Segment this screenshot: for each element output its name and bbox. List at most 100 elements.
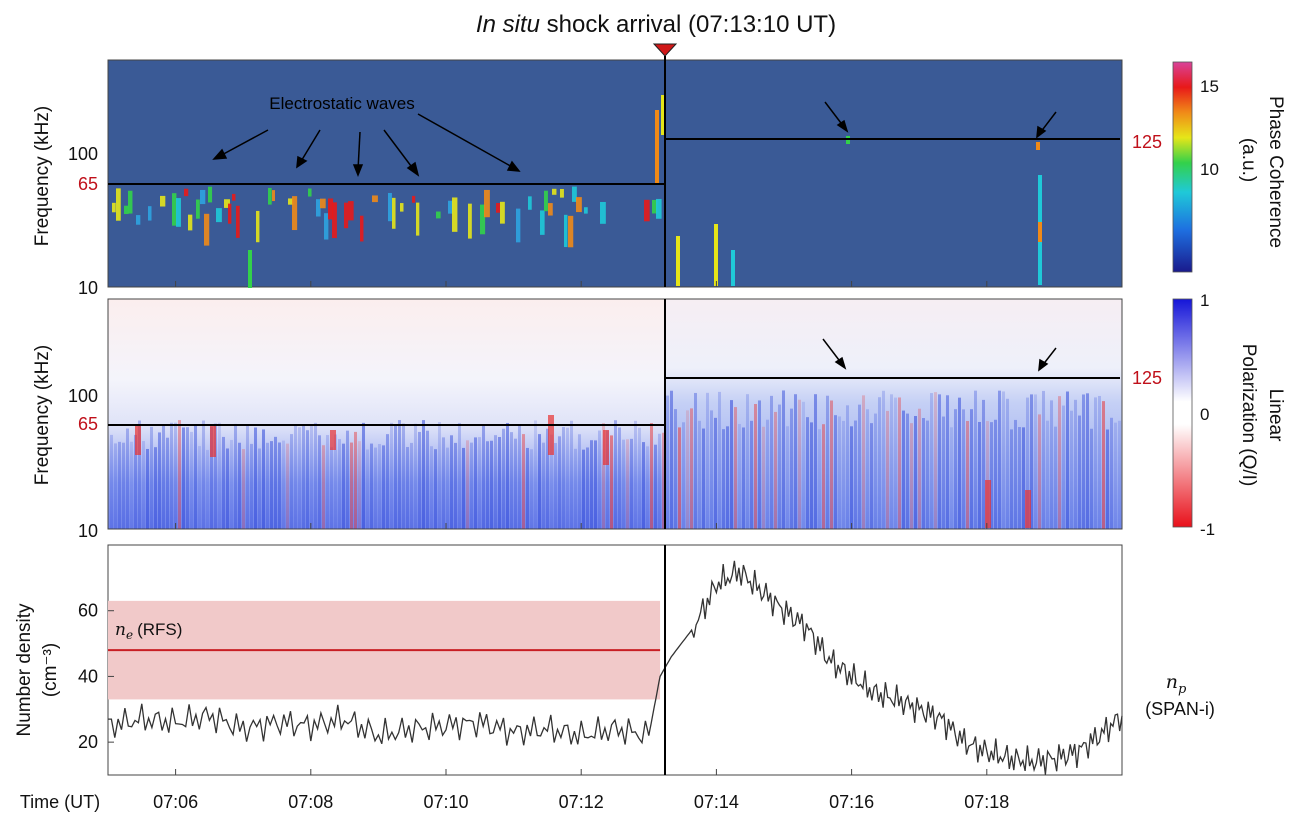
polarization-streak <box>1034 394 1037 529</box>
arrowhead-3 <box>352 164 364 178</box>
shock-arrival-marker <box>652 43 678 57</box>
polarization-streak <box>930 393 933 529</box>
polarization-red-streak <box>330 430 336 450</box>
panel1-ytick-100: 100 <box>68 144 98 164</box>
polarization-streak <box>226 448 229 529</box>
polarization-streak <box>682 422 685 529</box>
polarization-streak <box>782 390 785 529</box>
polarization-streak <box>1018 427 1021 529</box>
polarization-streak <box>982 399 985 529</box>
colorbar-phase-coherence <box>1172 61 1193 273</box>
polarization-red-streak <box>210 425 216 457</box>
polarization-streak <box>434 449 437 529</box>
ne-subscript: e <box>126 628 133 642</box>
figure-title: In situ shock arrival (07:13:10 UT) <box>476 11 836 38</box>
polarization-streak <box>266 442 269 529</box>
polarization-streak <box>110 434 113 529</box>
polarization-streak <box>358 441 361 529</box>
polarization-red-streak <box>135 425 141 455</box>
polarization-streak <box>650 423 653 529</box>
polarization-streak <box>178 420 181 529</box>
polarization-streak <box>214 423 217 529</box>
xtick-0718: 07:18 <box>964 792 1009 812</box>
polarization-streak <box>138 420 141 529</box>
polarization-streak <box>1050 400 1053 529</box>
polarization-streak <box>786 426 789 529</box>
np-symbol-label: np <box>1166 671 1187 697</box>
xtick-0714: 07:14 <box>694 792 739 812</box>
title-rest: shock arrival (07:13:10 UT) <box>540 11 836 38</box>
polarization-streak <box>550 434 553 529</box>
polarization-streak <box>270 441 273 529</box>
coherence-blob <box>288 198 294 205</box>
polarization-streak <box>1026 397 1029 529</box>
polarization-streak <box>1074 399 1077 529</box>
coherence-blob <box>540 210 545 235</box>
panel2-marker-125: 125 <box>1132 368 1162 388</box>
xlabel-time-ut: Time (UT) <box>20 792 100 812</box>
polarization-streak <box>478 437 481 529</box>
coherence-blob <box>128 190 133 214</box>
polarization-streak <box>602 423 605 529</box>
polarization-streak <box>658 433 661 529</box>
polarization-streak <box>406 447 409 529</box>
polarization-streak <box>586 447 589 529</box>
coherence-blob <box>272 190 276 202</box>
x-axis-ticks: 07:06 07:08 07:10 07:12 07:14 07:16 07:18 <box>153 281 1009 812</box>
polarization-streak <box>638 427 641 529</box>
polarization-streak <box>810 422 813 529</box>
polarization-streak <box>698 420 701 529</box>
coherence-blob <box>656 198 662 219</box>
polarization-streak <box>678 427 681 529</box>
polarization-streak <box>1114 422 1117 529</box>
polarization-streak <box>202 420 205 529</box>
xtick-0716: 07:16 <box>829 792 874 812</box>
polarization-streak <box>150 426 153 529</box>
polarization-streak <box>866 409 869 529</box>
polarization-streak <box>1030 394 1033 529</box>
np-span-i-line <box>108 560 1123 775</box>
polarization-streak <box>190 431 193 529</box>
arrow-4 <box>383 129 415 171</box>
panel2-ylabel: Frequency (kHz) <box>32 345 53 485</box>
polarization-streak <box>278 442 281 529</box>
xtick-0712: 07:12 <box>559 792 604 812</box>
polarization-streak <box>414 423 417 529</box>
coherence-blob <box>268 187 272 205</box>
polarization-streak <box>578 434 581 529</box>
polarization-streak <box>290 434 293 529</box>
coherence-blob <box>496 203 501 213</box>
polarization-streak <box>522 434 525 529</box>
polarization-streak <box>834 415 837 529</box>
polarization-streak <box>334 434 337 529</box>
polarization-streak <box>198 446 201 529</box>
polarization-streak <box>126 428 129 529</box>
polarization-streak <box>946 395 949 529</box>
arrow-1 <box>217 129 269 158</box>
polarization-streak <box>1102 401 1105 529</box>
coherence-blob <box>416 202 420 236</box>
coherence-blob <box>1038 222 1042 242</box>
polarization-streak <box>518 425 521 529</box>
polarization-streak <box>730 400 733 529</box>
panel-number-density: ne (RFS) np (SPAN-i) Number density (cm⁻³… <box>14 281 1215 812</box>
arrowhead-2 <box>296 155 308 169</box>
polarization-streak <box>798 399 801 529</box>
polarization-streak <box>470 442 473 529</box>
polarization-streak <box>610 435 613 529</box>
polarization-streak <box>690 408 693 529</box>
polarization-streak <box>338 439 341 529</box>
polarization-streak <box>882 390 885 529</box>
polarization-streak <box>1058 396 1061 529</box>
coherence-blob <box>176 198 181 227</box>
coherence-blob <box>332 202 337 239</box>
arrow-2 <box>299 129 321 164</box>
polarization-streak <box>382 445 385 529</box>
polarization-streak <box>950 427 953 529</box>
polarization-streak <box>626 439 629 529</box>
coherence-blob <box>236 205 240 238</box>
ytick-density-20: 20 <box>78 732 98 752</box>
coherence-blob <box>344 202 349 229</box>
np-subscript: p <box>1178 682 1187 697</box>
polarization-streak <box>806 417 809 529</box>
